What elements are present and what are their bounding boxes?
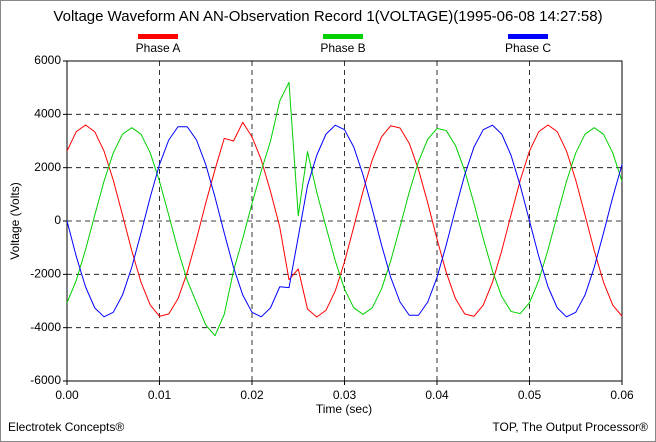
x-tick-label: 0.04	[425, 388, 449, 402]
legend-swatch	[508, 34, 548, 39]
y-tick-label: 0	[54, 213, 61, 227]
y-tick-label: 4000	[34, 107, 61, 121]
x-tick-label: 0.05	[518, 388, 542, 402]
y-tick-label: 6000	[34, 53, 61, 67]
legend-label: Phase A	[136, 41, 181, 55]
y-axis-label: Voltage (Volts)	[8, 182, 22, 259]
x-tick-label: 0.03	[333, 388, 357, 402]
legend-swatch	[323, 34, 363, 39]
x-axis-label: Time (sec)	[316, 402, 372, 416]
y-tick-label: -6000	[30, 373, 61, 387]
x-tick-label: 0.01	[148, 388, 172, 402]
series-line	[66, 81, 623, 337]
y-tick-label: 2000	[34, 160, 61, 174]
series-line	[66, 121, 623, 318]
y-tick-label: -2000	[30, 267, 61, 281]
chart-title: Voltage Waveform AN AN-Observation Recor…	[53, 8, 602, 25]
footer-left: Electrotek Concepts®	[8, 420, 124, 434]
x-tick-label: 0.00	[55, 388, 79, 402]
x-tick-label: 0.06	[610, 388, 634, 402]
legend-swatch	[138, 34, 178, 39]
series-line	[66, 124, 623, 318]
legend-label: Phase C	[505, 41, 551, 55]
y-tick-label: -4000	[30, 320, 61, 334]
x-tick-label: 0.02	[240, 388, 264, 402]
footer-right: TOP, The Output Processor®	[492, 420, 648, 434]
legend-label: Phase B	[320, 41, 365, 55]
